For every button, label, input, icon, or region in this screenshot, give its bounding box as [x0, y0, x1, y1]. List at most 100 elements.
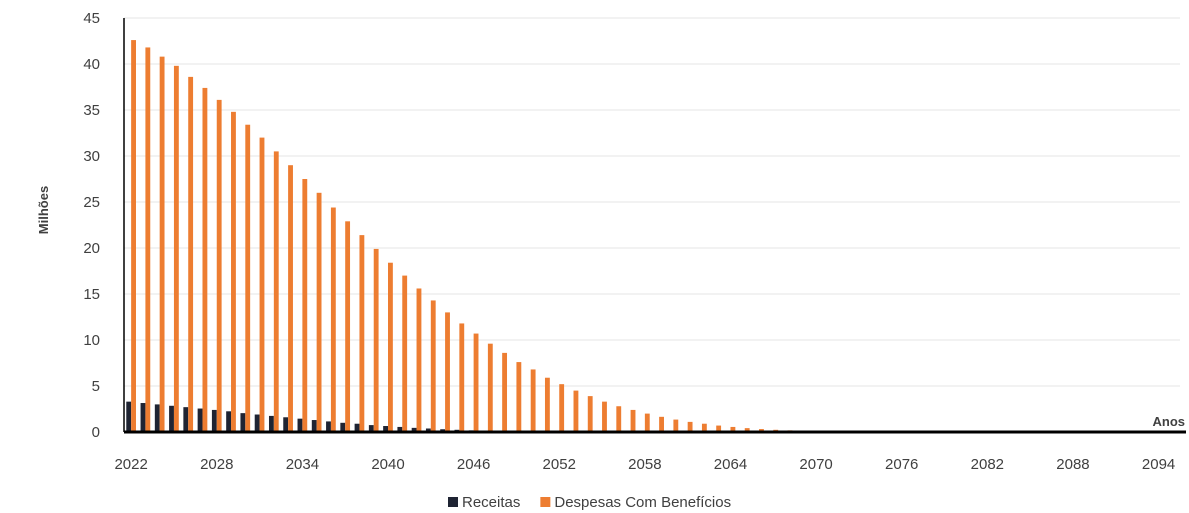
bar-receitas: [140, 403, 146, 432]
bar-receitas: [268, 415, 274, 432]
y-tick-label: 0: [92, 424, 100, 441]
bar-despesas: [673, 419, 679, 432]
bar-despesas: [402, 275, 408, 432]
bar-receitas: [354, 423, 360, 432]
x-tick-label: 2076: [885, 456, 918, 473]
y-tick-label: 35: [83, 102, 100, 119]
bar-despesas: [245, 124, 251, 432]
bar-despesas: [330, 207, 336, 432]
bar-receitas: [340, 422, 346, 432]
bar-despesas: [359, 235, 365, 432]
bar-despesas: [559, 384, 565, 432]
bar-despesas: [744, 428, 750, 432]
x-tick-label: 2088: [1056, 456, 1089, 473]
bar-receitas: [383, 426, 388, 432]
legend: Receitas Despesas Com Benefícios: [448, 494, 731, 511]
bar-receitas: [326, 421, 331, 432]
bar-receitas: [226, 411, 232, 432]
x-tick-label: 2082: [971, 456, 1004, 473]
bar-despesas: [373, 248, 379, 432]
bar-receitas: [154, 404, 160, 432]
bar-despesas: [202, 87, 208, 433]
bar-receitas: [211, 409, 217, 432]
bar-receitas: [397, 426, 403, 432]
bar-receitas: [240, 413, 246, 432]
bar-despesas: [388, 262, 393, 432]
y-tick-labels: 0 5 10 15 20 25 30 35 40 45: [83, 10, 100, 441]
bar-receitas: [411, 427, 417, 432]
bar-despesas: [159, 56, 165, 432]
bar-despesas: [273, 151, 279, 432]
bar-despesas: [173, 65, 179, 432]
bar-despesas: [716, 425, 722, 432]
bar-receitas: [283, 417, 289, 432]
bar-despesas: [701, 423, 707, 432]
axes: [123, 18, 1186, 434]
y-tick-label: 20: [83, 240, 100, 257]
bar-receitas: [197, 408, 203, 432]
bar-receitas: [425, 428, 431, 432]
bar-despesas: [587, 396, 593, 432]
bar-despesas: [430, 300, 436, 432]
x-tick-label: 2058: [628, 456, 661, 473]
x-axis-title: Anos: [1153, 414, 1186, 429]
bar-despesas: [231, 111, 236, 432]
bars: [126, 40, 907, 433]
legend-label: Despesas Com Benefícios: [554, 494, 731, 511]
y-tick-label: 25: [83, 194, 100, 211]
bar-despesas: [445, 312, 450, 432]
bar-despesas: [416, 288, 422, 432]
bar-despesas: [644, 413, 650, 432]
bar-receitas: [297, 418, 303, 432]
bar-despesas: [459, 323, 465, 432]
y-tick-label: 45: [83, 10, 100, 27]
y-tick-label: 5: [92, 378, 100, 395]
bar-despesas: [602, 401, 607, 432]
y-axis-title: Milhões: [36, 186, 51, 234]
bar-despesas: [502, 352, 508, 432]
legend-swatch: [540, 497, 551, 507]
x-tick-labels: 2022 2028 2034 2040 2046 2052 2058 2064 2070 2076…: [114, 456, 1175, 473]
bar-despesas: [630, 409, 636, 432]
bar-receitas: [126, 401, 132, 432]
bar-receitas: [183, 407, 189, 432]
bar-despesas: [516, 362, 522, 432]
x-tick-label: 2094: [1142, 456, 1175, 473]
bar-receitas: [254, 414, 260, 432]
x-tick-label: 2064: [714, 456, 747, 473]
y-tick-label: 30: [83, 148, 100, 165]
x-tick-label: 2028: [200, 456, 233, 473]
bar-despesas: [316, 192, 322, 432]
x-tick-label: 2034: [286, 456, 319, 473]
bar-despesas: [544, 377, 550, 432]
bar-despesas: [487, 343, 493, 432]
bar-despesas: [659, 416, 664, 432]
bar-despesas: [473, 333, 479, 432]
bar-receitas: [368, 425, 374, 432]
gridlines: [124, 17, 1180, 387]
bar-despesas: [345, 221, 351, 432]
y-tick-label: 10: [83, 332, 100, 349]
bar-despesas: [288, 165, 293, 432]
bar-receitas: [311, 420, 317, 432]
x-tick-label: 2046: [457, 456, 490, 473]
legend-swatch: [448, 497, 458, 507]
bar-despesas: [216, 99, 222, 432]
bar-despesas: [730, 426, 736, 432]
bar-despesas: [259, 137, 265, 432]
bar-despesas: [145, 47, 151, 432]
bar-despesas: [573, 390, 579, 432]
y-tick-label: 15: [83, 286, 100, 303]
y-tick-label: 40: [83, 56, 100, 73]
legend-label: Receitas: [462, 494, 520, 511]
bar-despesas: [131, 40, 136, 433]
x-tick-label: 2040: [371, 456, 404, 473]
bar-despesas: [616, 406, 622, 432]
bar-despesas: [687, 421, 693, 432]
x-tick-label: 2052: [543, 456, 576, 473]
bar-receitas: [169, 405, 174, 432]
bar-despesas: [188, 76, 194, 432]
x-tick-label: 2022: [114, 456, 147, 473]
bar-despesas: [530, 369, 536, 432]
